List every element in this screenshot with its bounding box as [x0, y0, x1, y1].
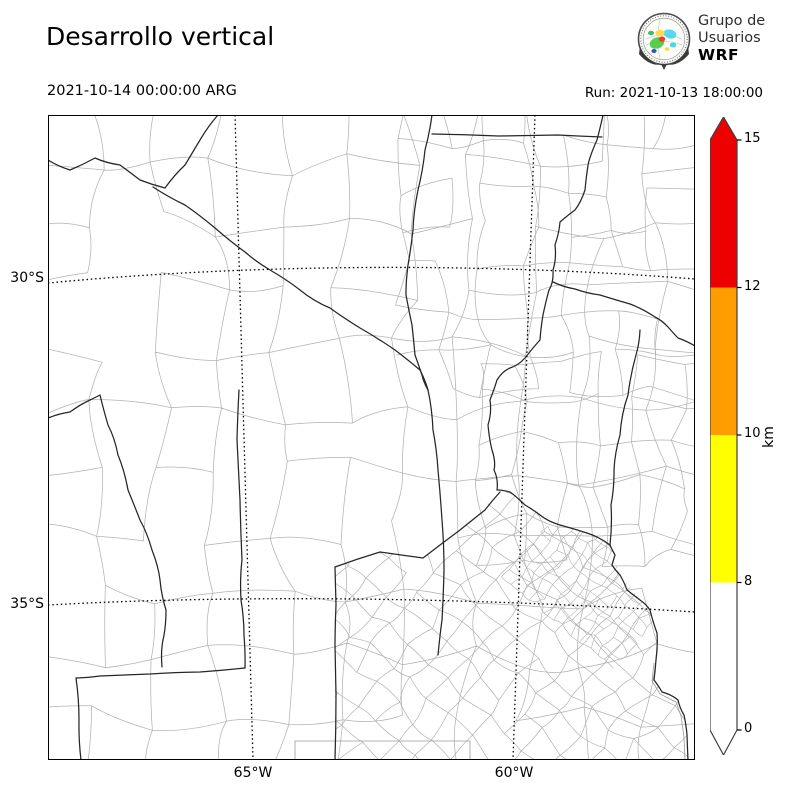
colorbar-tick-label: 10	[744, 426, 761, 441]
colorbar-segment	[710, 582, 737, 730]
logo-line-1: Grupo de	[698, 13, 766, 29]
logo-line-2: Usuarios	[698, 30, 761, 46]
bay-inner-line	[651, 662, 686, 760]
map-frame	[48, 115, 695, 760]
colorbar	[710, 117, 742, 755]
colorbar-segment	[710, 287, 737, 435]
province-boundaries	[48, 115, 695, 760]
lat-label-30s: 30°S	[10, 270, 44, 286]
colorbar-tick-label: 0	[744, 721, 753, 736]
colorbar-extend-top	[710, 117, 737, 140]
lat-label-35s: 35°S	[10, 596, 44, 612]
department-boundaries	[48, 115, 695, 760]
logo-text: Grupo de Usuarios WRF	[698, 13, 765, 64]
colorbar-tick-label: 8	[744, 573, 753, 589]
run-time-label: Run: 2021-10-13 18:00:00	[584, 85, 763, 101]
colorbar-tick-label: 15	[744, 131, 761, 146]
colorbar-segment	[710, 435, 737, 583]
map-canvas	[48, 115, 695, 760]
colorbar-extend-bottom	[710, 730, 737, 755]
colorbar-tick-label: 12	[744, 278, 761, 294]
latlon-gridlines	[48, 115, 695, 760]
logo-line-3: WRF	[698, 46, 740, 64]
south-box-lines	[294, 740, 471, 760]
page-title: Desarrollo vertical	[46, 22, 275, 51]
colorbar-segment	[710, 140, 737, 288]
wrf-logo-icon	[637, 12, 691, 70]
valid-time-label: 2021-10-14 00:00:00 ARG	[47, 83, 237, 99]
colorbar-unit-label: km	[761, 426, 777, 448]
lon-label-60w: 60°W	[494, 765, 534, 781]
lon-label-65w: 65°W	[233, 765, 273, 781]
